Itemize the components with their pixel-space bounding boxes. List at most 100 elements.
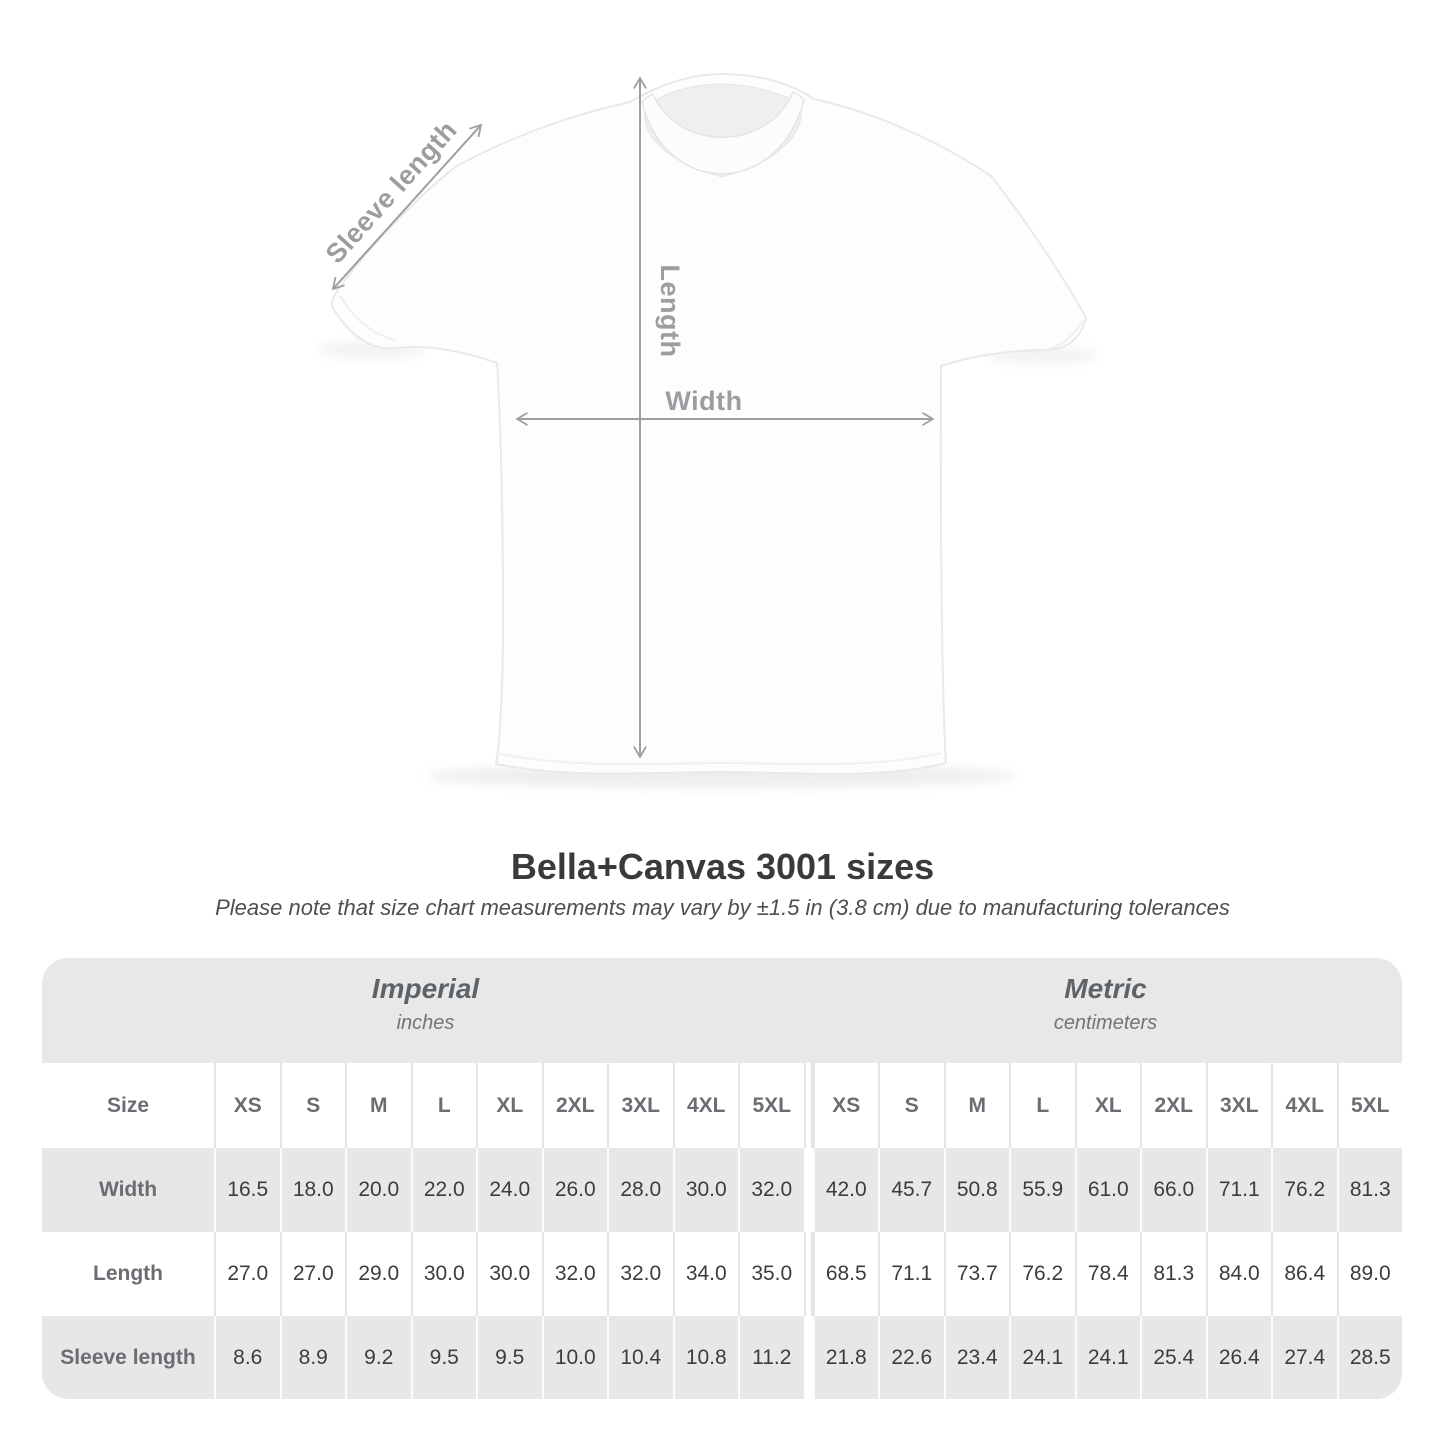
width-label: Width (665, 386, 742, 416)
size-header-cell: 5XL (738, 1063, 804, 1148)
value-cell: 24.1 (1009, 1316, 1075, 1399)
size-header-cell: L (1009, 1063, 1075, 1148)
value-cell: 23.4 (943, 1316, 1009, 1399)
value-cell: 8.9 (279, 1316, 345, 1399)
value-cell: 20.0 (345, 1148, 411, 1232)
value-cell: 76.2 (1271, 1148, 1337, 1232)
value-cell: 84.0 (1205, 1232, 1272, 1316)
value-cell: 30.0 (672, 1148, 738, 1232)
value-cell: 26.4 (1205, 1316, 1271, 1399)
value-cell: 68.5 (812, 1232, 879, 1316)
tshirt-diagram: Sleeve length Length Width (317, 73, 1097, 788)
value-cell: 21.8 (812, 1316, 878, 1399)
value-cell: 66.0 (1140, 1148, 1206, 1232)
value-cell: 28.0 (607, 1148, 673, 1232)
units-header-band: Imperial inches Metric centimeters (42, 958, 1402, 1063)
collar-band (641, 90, 805, 175)
size-header-cell: S (279, 1063, 346, 1148)
value-cell: 9.5 (410, 1316, 476, 1399)
section-spacer (803, 1148, 813, 1232)
value-cell: 32.0 (738, 1148, 804, 1232)
metric-section-header: Metric centimeters (809, 958, 1402, 1063)
size-header-cell: M (943, 1063, 1010, 1148)
imperial-unit-label: inches (396, 1012, 455, 1034)
value-cell: 16.5 (214, 1148, 280, 1232)
metric-label: Metric (1064, 973, 1147, 1004)
size-header-cell: 4XL (1271, 1063, 1337, 1148)
table-row: Width 16.5 18.0 20.0 22.0 24.0 26.0 28.0 30.0 32.… (42, 1148, 1402, 1232)
size-header-cell: 2XL (541, 1063, 608, 1148)
value-cell: 27.4 (1271, 1316, 1337, 1399)
imperial-label: Imperial (371, 973, 480, 1004)
size-header-cell: 3XL (1205, 1063, 1272, 1148)
row-label-cell: Sleeve length (42, 1316, 214, 1399)
size-header-cell: M (345, 1063, 411, 1148)
value-cell: 81.3 (1140, 1232, 1206, 1316)
row-label-cell: Length (93, 1262, 163, 1285)
length-label: Length (655, 265, 685, 358)
value-cell: 22.0 (410, 1148, 476, 1232)
size-header-cell: 5XL (1336, 1063, 1403, 1148)
value-cell: 28.5 (1336, 1316, 1402, 1399)
imperial-section-header: Imperial inches (42, 958, 809, 1063)
size-header-cell: XL (476, 1063, 542, 1148)
value-cell: 30.0 (410, 1232, 477, 1316)
size-header-cell: XS (812, 1063, 879, 1148)
value-cell: 34.0 (672, 1232, 739, 1316)
value-cell: 27.0 (214, 1232, 280, 1316)
value-cell: 61.0 (1074, 1148, 1140, 1232)
value-cell: 42.0 (812, 1148, 878, 1232)
value-cell: 30.0 (476, 1232, 542, 1316)
section-spacer (803, 1232, 813, 1316)
value-cell: 27.0 (279, 1232, 346, 1316)
value-cell: 9.2 (345, 1316, 411, 1399)
size-header-cell: XS (214, 1063, 280, 1148)
value-cell: 26.0 (541, 1148, 607, 1232)
table-row: Length 27.0 27.0 29.0 30.0 30.0 32.0 32.0 34.0 35… (42, 1232, 1402, 1316)
size-header-cell: 3XL (607, 1063, 673, 1148)
row-label-cell: Width (42, 1148, 214, 1232)
value-cell: 45.7 (878, 1148, 944, 1232)
size-header-cell: 2XL (1140, 1063, 1206, 1148)
value-cell: 89.0 (1336, 1232, 1403, 1316)
size-header-cell: 4XL (672, 1063, 739, 1148)
table-row: Sleeve length 8.6 8.9 9.2 9.5 9.5 10.0 10.4 10.8… (42, 1316, 1402, 1399)
value-cell: 8.6 (214, 1316, 280, 1399)
value-cell: 10.4 (607, 1316, 673, 1399)
tolerance-note: Please note that size chart measurements… (215, 895, 1230, 920)
value-cell: 22.6 (878, 1316, 944, 1399)
value-cell: 11.2 (738, 1316, 804, 1399)
value-cell: 78.4 (1074, 1232, 1141, 1316)
size-chart-table: Imperial inches Metric centimeters Size X… (42, 958, 1402, 1399)
table-row: Size XS S M L XL 2XL 3XL 4XL 5XL XS S M L XL 2XL 3XL 4XL 5… (42, 1063, 1402, 1148)
value-cell: 71.1 (878, 1232, 944, 1316)
tshirt-illustration (330, 73, 1087, 775)
page-title: Bella+Canvas 3001 sizes (510, 846, 935, 887)
size-header-cell: S (878, 1063, 944, 1148)
value-cell: 55.9 (1009, 1148, 1075, 1232)
size-row-label-cell: Size (106, 1093, 150, 1117)
section-spacer (803, 1316, 813, 1399)
value-cell: 81.3 (1336, 1148, 1402, 1232)
value-cell: 86.4 (1271, 1232, 1337, 1316)
value-cell: 73.7 (943, 1232, 1010, 1316)
value-cell: 18.0 (279, 1148, 345, 1232)
size-table: Size XS S M L XL 2XL 3XL 4XL 5XL XS S M L XL 2XL 3XL 4XL 5… (42, 1063, 1402, 1399)
value-cell: 71.1 (1205, 1148, 1271, 1232)
value-cell: 35.0 (738, 1232, 804, 1316)
sleeve-length-arrow (331, 123, 483, 291)
size-header-cell: L (410, 1063, 477, 1148)
section-spacer (803, 1063, 813, 1148)
value-cell: 76.2 (1009, 1232, 1075, 1316)
value-cell: 24.1 (1074, 1316, 1140, 1399)
value-cell: 10.0 (541, 1316, 607, 1399)
value-cell: 25.4 (1140, 1316, 1206, 1399)
value-cell: 24.0 (476, 1148, 542, 1232)
value-cell: 9.5 (476, 1316, 542, 1399)
value-cell: 32.0 (541, 1232, 608, 1316)
size-header-cell: XL (1074, 1063, 1141, 1148)
value-cell: 29.0 (345, 1232, 411, 1316)
value-cell: 50.8 (943, 1148, 1009, 1232)
metric-unit-label: centimeters (1053, 1012, 1158, 1034)
